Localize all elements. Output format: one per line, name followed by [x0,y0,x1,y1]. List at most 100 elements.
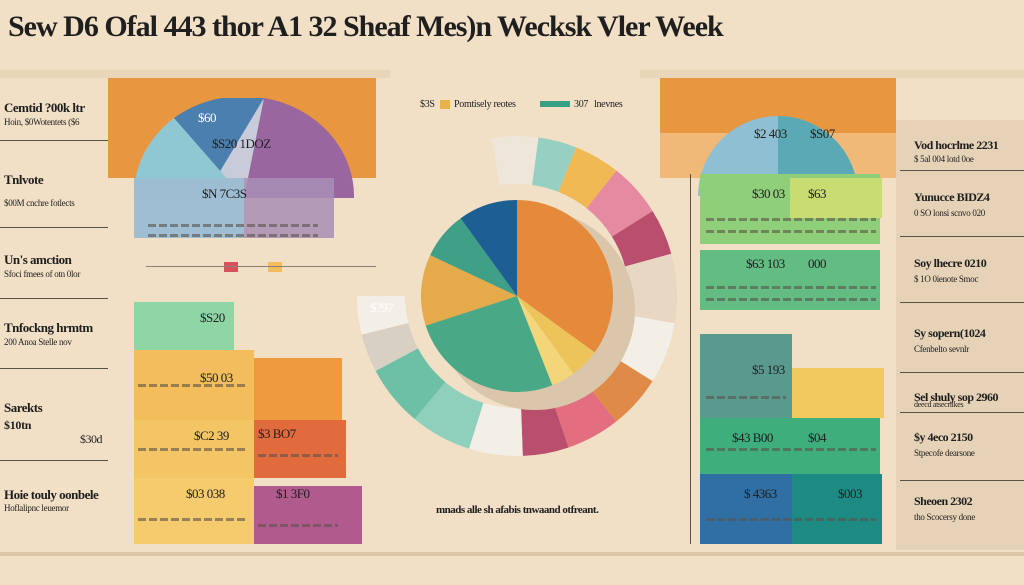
divider [900,302,1024,303]
row-dots [138,384,248,387]
ring-segment [558,147,617,209]
right-row-value: 000 [808,256,827,271]
divider [900,236,1024,237]
right-arch-value: $2 403 [754,126,787,141]
arch-top-value: $60 [198,110,217,125]
bottom-rule [0,552,1024,556]
chart-band [700,418,880,474]
chart-band [254,358,342,420]
left-legend-marker [224,262,238,272]
right-label-head: Sel shuly sop 2960 [914,390,999,404]
right-label-sub: $ 1O 0ienote Smoc [914,274,979,284]
right-label-head: Yunucce BIDZ4 [914,190,990,204]
divider [900,170,1024,171]
left-label-sub: Hoflalipnc leuemor [4,503,69,513]
chart-band [700,334,792,418]
pie-center-label: $?97 [370,300,394,315]
title-rule [0,70,390,78]
band-value: $N 7C3S [202,186,247,201]
pie-slice [460,200,517,296]
left-legend-marker [268,262,282,272]
ring-segment [586,170,653,237]
row-dots [148,224,318,227]
legend-label: 307 [574,99,589,110]
row-dots [706,230,876,233]
legend-swatch [540,101,570,107]
pie-chart [357,136,677,457]
divider [0,460,108,461]
band-value: $50 03 [200,370,233,385]
left-label-sub: $10tn [4,418,32,432]
left-label-sub: Sfoci fmees of otn 0lor [4,269,81,279]
right-label-head: $y 4eco 2150 [914,430,973,444]
ring-segment [414,382,484,449]
left-label-sub: 200 Anoa Stelle nov [4,337,72,347]
band-value: $1 3F0 [276,486,310,501]
sarekts-value: $30d [80,432,103,446]
right-row-value: $30 03 [752,186,785,201]
right-label-sub: $ 5al 004 lotd 0oe [914,154,974,164]
legend-swatch [440,100,450,109]
pie-slice [517,200,613,353]
chart-band [254,420,346,478]
pie-slice [517,296,595,374]
divider [0,298,108,299]
row-dots [706,218,876,221]
right-label-head: Soy lhecre 0210 [914,256,987,270]
pie-legend: $3S Pomtisely reotes 307 lnevnes [420,98,630,114]
ring-segment [361,323,419,371]
row-dots [138,448,248,451]
row-dots [258,524,338,527]
right-arch-value: $S07 [810,126,835,141]
chart-band [790,178,882,218]
ring-segment [521,402,569,456]
right-label-column [896,120,1024,550]
row-dots [706,448,876,451]
chart-band [700,474,792,544]
legend-label: Pomtisely reotes [454,99,516,110]
left-label-head: Sarekts [4,400,43,415]
row-dots [706,396,786,399]
right-chart-panel [660,78,896,548]
chart-band [254,486,362,544]
pie-slice [425,296,553,392]
arch-mid-value: $S20 1DOZ [212,136,271,151]
band-value: $3 BO7 [258,426,296,441]
divider [0,140,108,141]
left-label-sub: $00M cnchre fotlects [4,198,75,208]
band-value: $03 038 [186,486,225,501]
pie-slice [421,255,517,326]
page-title: Sew D6 Ofal 443 thor A1 32 Sheaf Mes)n W… [8,10,724,43]
divider [900,372,1024,373]
divider [900,480,1024,481]
right-label-sub: Stpecofe dearsone [914,448,975,458]
left-label-head: Un's amction [4,252,72,267]
divider [900,412,1024,413]
pie-caption: mnads alle sh afabis tnwaand otfreant. [436,504,599,516]
right-label-sub: 0 SO lonsi scnvo 020 [914,208,986,218]
row-dots [706,286,876,289]
pie-slice [517,296,574,386]
right-label-head: Sy sopern(1024 [914,326,986,340]
band-value: $S20 [200,310,225,325]
right-label-head: Vod hocrlme 2231 [914,138,999,152]
chart-band [700,250,880,310]
ring-segment [625,253,677,324]
ring-segment [532,137,577,192]
right-row-value: $43 B00 [732,430,773,445]
left-label-head: Tnlvote [4,172,44,187]
ring-segment [357,296,409,335]
right-row-value: $63 [808,186,827,201]
ring-segment [468,402,523,457]
left-label-sub: Hoin, $0Wotentets ($6 [4,117,80,127]
right-label-sub: tho Scocersy done [914,512,975,522]
chart-band [134,478,254,544]
chart-band [792,474,882,544]
row-dots [138,518,248,521]
divider [0,368,108,369]
row-dots [258,454,338,457]
left-label-head: Hoie touly oonbele [4,487,99,502]
row-dots [706,298,876,301]
row-dots [706,518,876,521]
right-row-value: $63 103 [746,256,785,271]
